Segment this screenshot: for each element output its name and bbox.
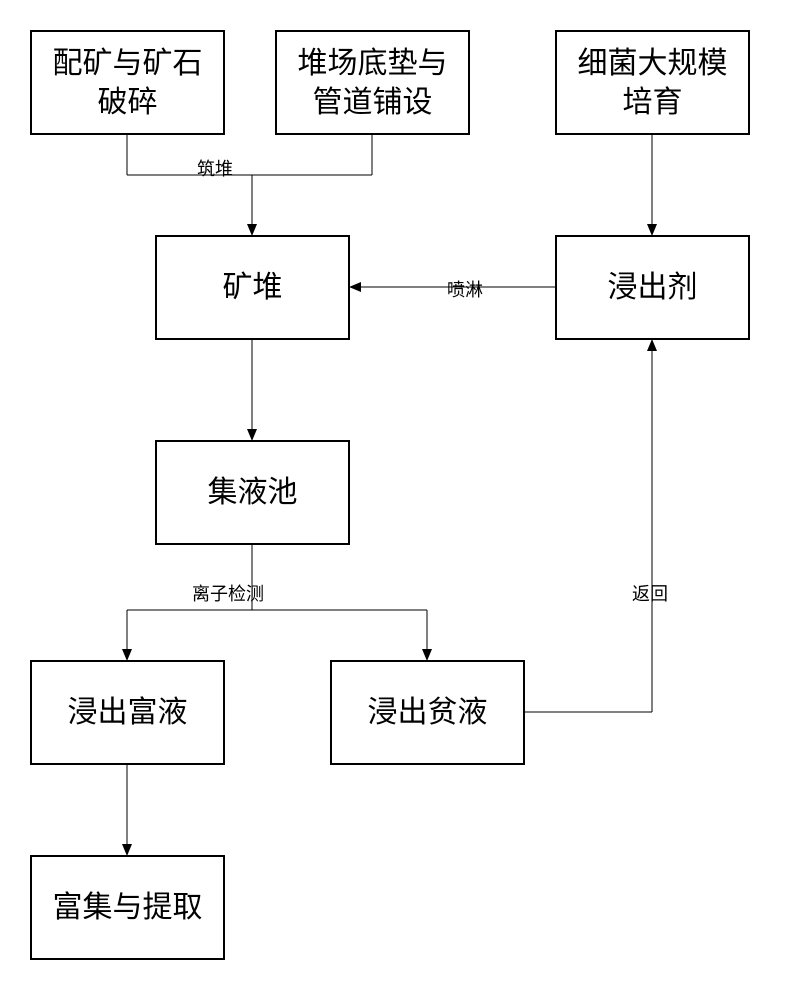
node-ore-heap: 矿堆: [155, 235, 350, 340]
edge-label-build: 筑堆: [195, 155, 235, 181]
node-label: 浸出剂: [608, 268, 698, 307]
node-label: 配矿与矿石破碎: [40, 44, 215, 122]
node-ore-prep: 配矿与矿石破碎: [30, 30, 225, 135]
node-bacteria: 细菌大规模培育: [555, 30, 750, 135]
node-lean-liquid: 浸出贫液: [330, 660, 525, 765]
edge-label-spray: 喷淋: [445, 276, 485, 302]
node-collect-pool: 集液池: [155, 440, 350, 545]
node-pad-pipe: 堆场底垫与管道铺设: [275, 30, 470, 135]
node-label: 浸出贫液: [368, 693, 488, 732]
node-label: 集液池: [208, 473, 298, 512]
edge-label-return: 返回: [630, 580, 670, 606]
node-leach-agent: 浸出剂: [555, 235, 750, 340]
node-label: 富集与提取: [53, 888, 203, 927]
node-rich-liquid: 浸出富液: [30, 660, 225, 765]
node-label: 细菌大规模培育: [565, 44, 740, 122]
node-enrich-extract: 富集与提取: [30, 855, 225, 960]
node-label: 矿堆: [223, 268, 283, 307]
node-label: 浸出富液: [68, 693, 188, 732]
arrows-layer: [0, 0, 795, 1000]
node-label: 堆场底垫与管道铺设: [285, 44, 460, 122]
edge-label-ion: 离子检测: [190, 580, 266, 606]
